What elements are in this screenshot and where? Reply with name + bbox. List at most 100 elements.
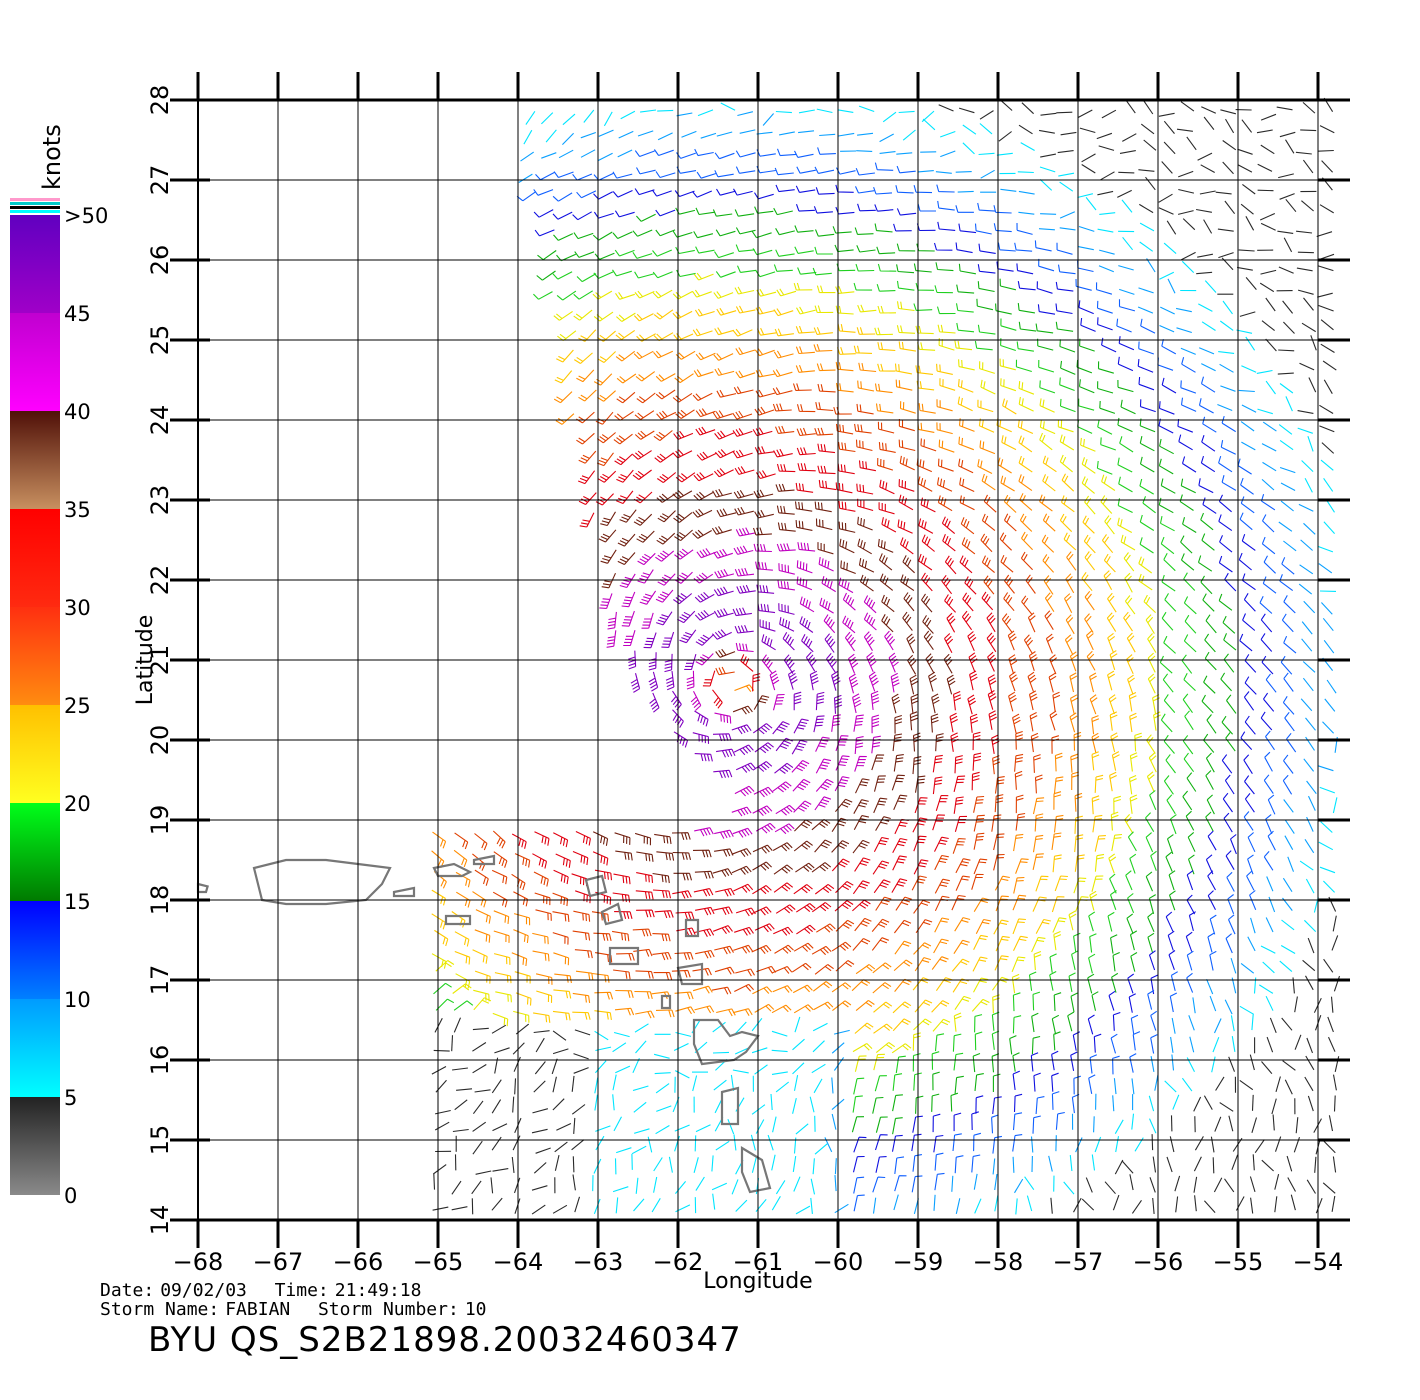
wind-barb — [1204, 280, 1217, 293]
wind-barb — [916, 223, 936, 232]
wind-barb — [1188, 911, 1196, 932]
wind-barb — [733, 883, 754, 893]
wind-barb — [978, 152, 995, 156]
wind-barb — [782, 632, 795, 651]
wind-barb — [920, 497, 936, 513]
wind-barb — [686, 670, 695, 690]
wind-barb — [819, 597, 834, 614]
wind-barb — [1324, 698, 1336, 712]
wind-barb — [631, 1145, 647, 1155]
wind-barb — [1011, 956, 1026, 973]
wind-barb — [951, 1175, 954, 1192]
wind-barb — [974, 223, 992, 235]
wind-barb — [1077, 260, 1094, 273]
wind-barb — [752, 673, 761, 692]
wind-barb — [896, 264, 915, 274]
wind-barb — [1252, 1154, 1255, 1171]
wind-barb — [1224, 200, 1236, 215]
wind-barb — [533, 1162, 547, 1174]
wind-barb — [1201, 321, 1216, 331]
wind-barb — [1218, 252, 1234, 259]
wind-barb — [1053, 814, 1064, 833]
wind-barb — [1070, 753, 1078, 773]
wind-barb — [834, 798, 853, 813]
wind-barb — [615, 291, 635, 300]
wind-barb — [1131, 1113, 1135, 1130]
wind-barb — [1103, 553, 1116, 573]
wind-barb — [592, 831, 609, 846]
wind-barb — [973, 832, 985, 850]
wind-barb — [1021, 102, 1034, 115]
wind-barb — [902, 555, 915, 574]
wind-barb — [1241, 365, 1257, 373]
storm-info-line: Storm Name: FABIAN Storm Number: 10 — [100, 1301, 493, 1319]
wind-barb — [1185, 810, 1195, 831]
wind-barb — [1198, 478, 1214, 494]
wind-barb — [1251, 1117, 1258, 1133]
wind-barb — [795, 185, 816, 193]
wind-barb — [1069, 1155, 1073, 1172]
wind-barb — [775, 184, 795, 193]
wind-barb — [1319, 204, 1334, 214]
wind-barb — [953, 1052, 964, 1071]
wind-barb — [1073, 877, 1087, 894]
wind-barb — [1055, 1111, 1065, 1130]
wind-barb — [776, 463, 796, 473]
wind-barb — [892, 1094, 903, 1112]
wind-barb — [751, 906, 772, 916]
wind-barb — [712, 410, 733, 420]
wind-barb — [899, 455, 915, 471]
wind-barb — [913, 263, 932, 273]
wind-barb — [875, 816, 891, 831]
wind-barb — [818, 479, 837, 491]
wind-barb — [875, 1156, 887, 1173]
legend-band — [10, 803, 60, 901]
wind-barb — [794, 150, 814, 158]
wind-barb — [793, 282, 813, 291]
wind-barb — [801, 634, 814, 653]
wind-barb — [1068, 910, 1077, 931]
wind-barb — [1284, 835, 1294, 850]
wind-barb — [1283, 321, 1295, 334]
wind-barb — [1008, 654, 1018, 675]
wind-barb — [1000, 338, 1016, 352]
wind-barb — [1150, 1010, 1158, 1031]
wind-barb — [1219, 363, 1234, 373]
wind-barb — [665, 671, 675, 691]
lat-tick-label: 15 — [146, 1125, 174, 1156]
wind-barb — [1250, 917, 1256, 934]
wind-barb — [1327, 1016, 1334, 1033]
wind-barb — [797, 267, 817, 275]
wind-barb — [451, 1035, 454, 1052]
wind-barb — [1042, 513, 1056, 532]
wind-barb — [972, 731, 981, 751]
wind-barb — [735, 907, 756, 917]
wind-barb — [888, 652, 899, 673]
wind-barb — [1113, 1078, 1117, 1095]
wind-barb — [1282, 1060, 1296, 1071]
wind-barb — [999, 99, 1013, 111]
wind-barb — [916, 380, 935, 391]
wind-barb — [735, 244, 755, 252]
wind-barb — [593, 211, 614, 219]
wind-barb — [695, 906, 715, 916]
wind-barb — [1016, 222, 1033, 235]
wind-barb — [994, 794, 1004, 813]
wind-barb — [615, 329, 636, 340]
wind-barb — [818, 557, 834, 572]
wind-barb — [1040, 112, 1057, 116]
wind-barb — [534, 1061, 546, 1075]
wind-barb — [912, 817, 928, 833]
wind-barb — [931, 1093, 940, 1112]
wind-barb — [1218, 351, 1235, 354]
wind-barb — [960, 517, 975, 535]
wind-barb — [472, 949, 488, 964]
wind-barb — [895, 185, 914, 194]
wind-barb — [958, 458, 974, 474]
wind-barb — [853, 1194, 865, 1212]
wind-barb — [1051, 735, 1060, 754]
wind-barb — [933, 1194, 936, 1211]
wind-barb — [1202, 416, 1217, 433]
wind-barb — [694, 710, 709, 727]
wind-barb — [545, 129, 557, 143]
